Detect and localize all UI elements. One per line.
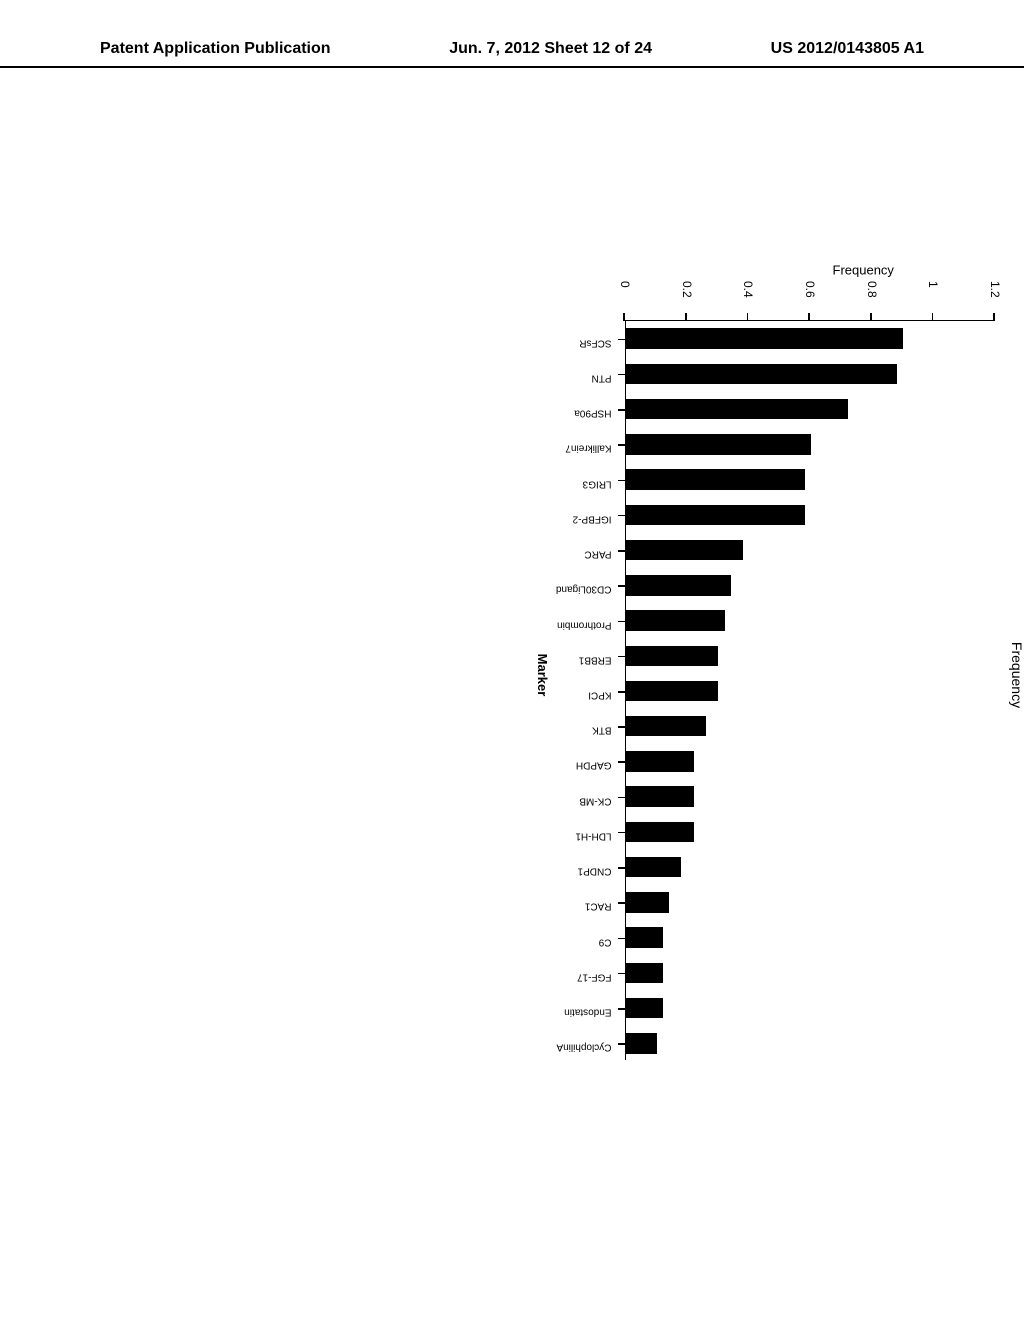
chart-bar bbox=[626, 927, 663, 947]
x-tick bbox=[618, 444, 626, 446]
y-tick bbox=[685, 313, 687, 321]
y-tick bbox=[747, 313, 749, 321]
header-row: Patent Application Publication Jun. 7, 2… bbox=[0, 40, 1024, 58]
chart-bar bbox=[626, 399, 848, 419]
x-tick bbox=[618, 691, 626, 693]
x-tick bbox=[618, 656, 626, 658]
x-tick-label: FGF-17 bbox=[577, 971, 611, 982]
x-tick-label: LRIG3 bbox=[583, 478, 612, 489]
x-tick-label: PTN bbox=[592, 372, 612, 383]
y-tick bbox=[994, 313, 996, 321]
header-left: Patent Application Publication bbox=[100, 40, 331, 58]
x-tick bbox=[618, 867, 626, 869]
chart-bar bbox=[626, 434, 811, 454]
y-tick-label: 0.4 bbox=[741, 281, 755, 298]
y-tick bbox=[932, 313, 934, 321]
y-tick-label: 1.2 bbox=[988, 281, 1002, 298]
chart-bar bbox=[626, 857, 682, 877]
x-tick bbox=[618, 902, 626, 904]
chart-bar bbox=[626, 575, 731, 595]
y-tick-label: 0.2 bbox=[680, 281, 694, 298]
x-tick-label: GAPDH bbox=[576, 760, 612, 771]
page-header: Patent Application Publication Jun. 7, 2… bbox=[0, 40, 1024, 68]
x-tick bbox=[618, 726, 626, 728]
chart-bar bbox=[626, 364, 897, 384]
x-tick-label: RAC1 bbox=[585, 901, 612, 912]
header-center: Jun. 7, 2012 Sheet 12 of 24 bbox=[449, 40, 652, 58]
x-tick-label: KPCI bbox=[588, 690, 611, 701]
chart-bar bbox=[626, 646, 719, 666]
x-tick bbox=[618, 409, 626, 411]
chart-bar bbox=[626, 328, 904, 348]
x-tick-label: SCFsR bbox=[579, 337, 611, 348]
x-tick-label: Prothrombin bbox=[557, 619, 611, 630]
chart-bar bbox=[626, 751, 694, 771]
x-axis-label: Marker bbox=[535, 654, 550, 697]
x-tick bbox=[618, 938, 626, 940]
chart-bar bbox=[626, 469, 805, 489]
x-tick bbox=[618, 374, 626, 376]
x-tick-label: CD30Ligand bbox=[556, 584, 612, 595]
figure-container: FIG. 11 Frequency Frequency 00.20.40.60.… bbox=[530, 240, 1024, 1110]
chart-bar bbox=[626, 505, 805, 525]
x-tick-label: Endostatin bbox=[564, 1007, 611, 1018]
x-tick bbox=[618, 1043, 626, 1045]
x-tick bbox=[618, 761, 626, 763]
x-tick bbox=[618, 585, 626, 587]
x-tick bbox=[618, 973, 626, 975]
chart-bar bbox=[626, 892, 669, 912]
chart-bar bbox=[626, 963, 663, 983]
x-tick bbox=[618, 480, 626, 482]
x-tick-label: CNDP1 bbox=[578, 866, 612, 877]
chart-bar bbox=[626, 681, 719, 701]
y-tick bbox=[809, 313, 811, 321]
x-tick bbox=[618, 1008, 626, 1010]
chart-bar bbox=[626, 716, 706, 736]
x-tick-label: PARC bbox=[584, 549, 611, 560]
chart-title: Frequency bbox=[1009, 642, 1024, 708]
x-tick bbox=[618, 515, 626, 517]
x-tick-label: BTK bbox=[592, 725, 611, 736]
y-tick-label: 0.8 bbox=[865, 281, 879, 298]
y-tick-label: 0.6 bbox=[803, 281, 817, 298]
chart-bar bbox=[626, 1033, 657, 1053]
x-tick-label: Kallikrein7 bbox=[565, 443, 611, 454]
bar-chart-plot: 00.20.40.60.811.2SCFsRPTNHSP90aKallikrei… bbox=[625, 320, 995, 1060]
x-tick-label: CyclophilinA bbox=[556, 1042, 611, 1053]
x-tick bbox=[618, 550, 626, 552]
x-tick bbox=[618, 621, 626, 623]
y-tick bbox=[624, 313, 626, 321]
chart-bar bbox=[626, 786, 694, 806]
chart-bar bbox=[626, 998, 663, 1018]
x-tick-label: LDH-H1 bbox=[575, 830, 611, 841]
x-tick bbox=[618, 832, 626, 834]
x-tick-label: IGFBP-2 bbox=[573, 513, 612, 524]
x-tick-label: ERBB1 bbox=[579, 654, 612, 665]
y-tick bbox=[870, 313, 872, 321]
figure-rotated-container: FIG. 11 Frequency Frequency 00.20.40.60.… bbox=[5, 415, 875, 935]
x-tick-label: HSP90a bbox=[574, 408, 611, 419]
chart-bar bbox=[626, 540, 743, 560]
chart-bar bbox=[626, 822, 694, 842]
x-tick bbox=[618, 797, 626, 799]
chart-bar bbox=[626, 610, 725, 630]
y-tick-label: 1 bbox=[926, 281, 940, 288]
header-right: US 2012/0143805 A1 bbox=[771, 40, 924, 58]
y-axis-label: Frequency bbox=[833, 263, 894, 278]
x-tick-label: C9 bbox=[599, 936, 612, 947]
x-tick bbox=[618, 339, 626, 341]
x-tick-label: CK-MB bbox=[579, 795, 611, 806]
y-tick-label: 0 bbox=[618, 281, 632, 288]
